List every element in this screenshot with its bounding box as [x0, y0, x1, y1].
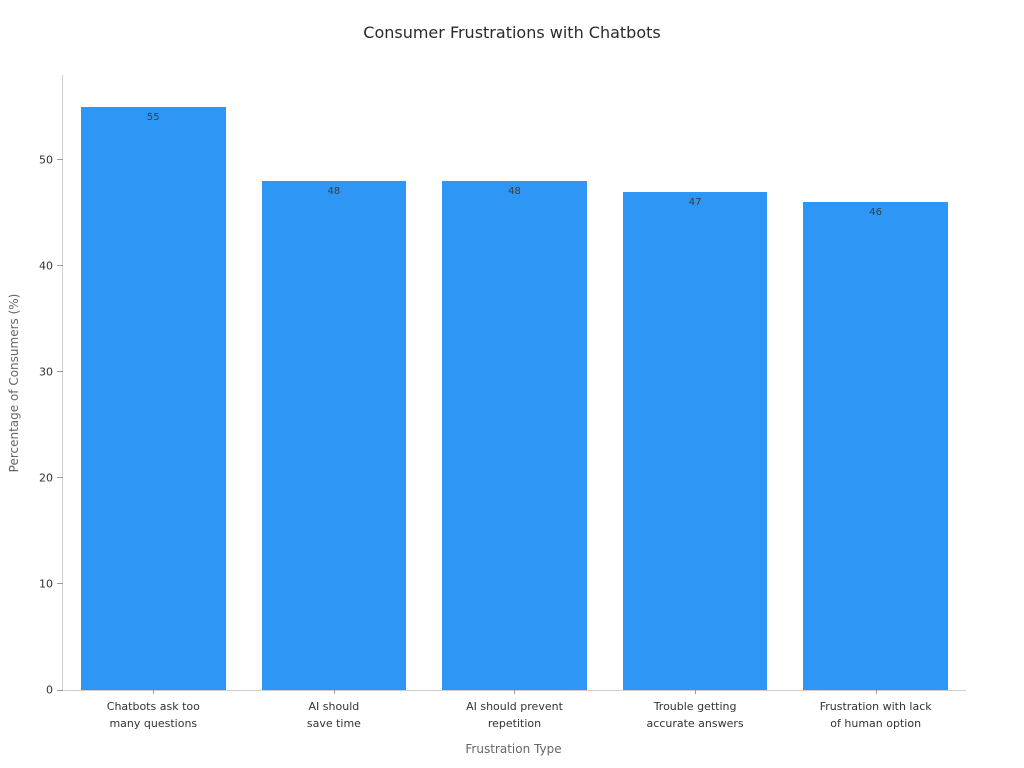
bar: 48 — [442, 181, 587, 690]
plot-area: 55 Chatbots ask too many questions 48 AI sh… — [39, 75, 966, 730]
y-tick-label: 50 — [39, 153, 53, 167]
y-tick-label: 30 — [39, 365, 53, 379]
y-tick-label: 20 — [39, 471, 53, 485]
bar: 47 — [622, 191, 768, 690]
y-tick-mark — [57, 371, 63, 373]
bar-slot: 55 Chatbots ask too many questions — [63, 75, 244, 730]
bar: 55 — [81, 106, 226, 690]
bar: 48 — [261, 181, 407, 690]
x-tick-label: AI should prevent repetition — [466, 700, 563, 730]
y-axis-label: Percentage of Consumers (%) — [7, 293, 21, 473]
bar-slot: 47 Trouble getting accurate answers — [605, 75, 786, 730]
bar-value-label: 47 — [688, 196, 702, 208]
bar-value-label: 48 — [327, 186, 341, 198]
bar-value-label: 55 — [146, 111, 160, 123]
y-tick-mark — [57, 477, 63, 479]
x-axis-label: Frustration Type — [465, 742, 562, 756]
bar-value-label: 48 — [508, 186, 521, 198]
x-tick-mark — [695, 690, 697, 694]
bar: 46 — [803, 202, 948, 690]
bar-slot: 46 Frustration with lack of human option — [785, 75, 966, 730]
bar-slot: 48 AI should prevent repetition — [424, 75, 605, 730]
bars-container: 55 Chatbots ask too many questions 48 AI sh… — [63, 75, 966, 730]
x-tick-mark — [875, 690, 877, 694]
bar-slot: 48 AI should save time — [244, 75, 425, 730]
x-tick-mark — [514, 690, 516, 694]
y-tick-label: 10 — [39, 577, 53, 591]
x-tick-label: AI should save time — [306, 700, 361, 730]
y-tick-mark — [57, 583, 63, 585]
chart-title: Consumer Frustrations with Chatbots — [363, 23, 661, 42]
y-tick-mark — [57, 265, 63, 267]
x-tick-mark — [333, 690, 335, 694]
x-tick-label: Trouble getting accurate answers — [646, 700, 744, 730]
y-tick-label: 40 — [39, 259, 53, 273]
x-tick-mark — [153, 690, 155, 694]
y-tick-mark — [57, 159, 63, 161]
bar-value-label: 46 — [869, 207, 883, 219]
y-tick-mark — [57, 689, 63, 691]
x-tick-label: Chatbots ask too many questions — [106, 700, 200, 730]
x-tick-label: Frustration with lack of human option — [819, 700, 932, 730]
y-tick-label: 0 — [46, 683, 53, 697]
